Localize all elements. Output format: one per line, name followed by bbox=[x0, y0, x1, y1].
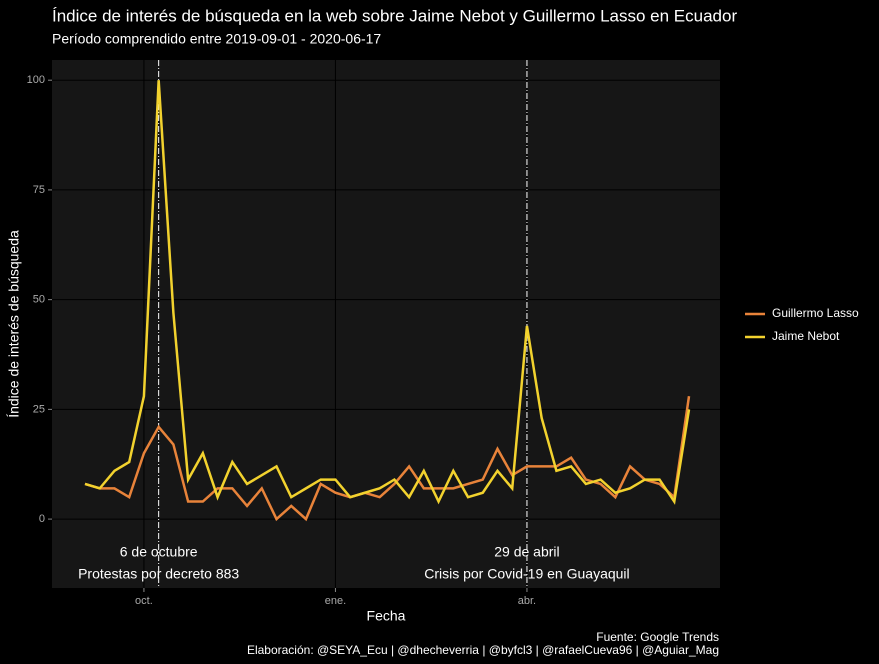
series-line bbox=[84, 80, 691, 505]
x-tick-label: ene. bbox=[325, 595, 346, 607]
caption: Elaboración: @SEYA_Ecu | @dhecheverria |… bbox=[247, 643, 719, 657]
y-tick-label: 75 bbox=[33, 184, 45, 196]
panel bbox=[52, 60, 720, 588]
annotation-text: Protestas por decreto 883 bbox=[78, 566, 239, 582]
annotation-text: Crisis por Covid-19 en Guayaquil bbox=[424, 566, 629, 582]
y-axis-label: Índice de interés de búsqueda bbox=[6, 230, 22, 418]
x-tick-label: abr. bbox=[518, 595, 536, 607]
annotation-title: 29 de abril bbox=[494, 544, 559, 560]
chart-title: Índice de interés de búsqueda en la web … bbox=[52, 6, 737, 25]
annotation-title: 6 de octubre bbox=[120, 544, 198, 560]
legend-label: Jaime Nebot bbox=[772, 329, 840, 343]
caption: Fuente: Google Trends bbox=[596, 630, 719, 644]
y-tick-label: 100 bbox=[27, 74, 45, 86]
chart-subtitle: Período comprendido entre 2019-09-01 - 2… bbox=[52, 31, 381, 47]
x-tick-label: oct. bbox=[135, 595, 153, 607]
y-tick-label: 0 bbox=[39, 513, 45, 525]
y-tick-label: 25 bbox=[33, 403, 45, 415]
legend-label: Guillermo Lasso bbox=[772, 306, 859, 320]
series-line bbox=[84, 396, 691, 522]
x-axis-label: Fecha bbox=[367, 608, 406, 624]
y-tick-label: 50 bbox=[33, 294, 45, 306]
